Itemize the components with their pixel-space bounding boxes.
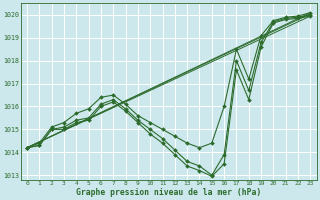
X-axis label: Graphe pression niveau de la mer (hPa): Graphe pression niveau de la mer (hPa) [76,188,261,197]
